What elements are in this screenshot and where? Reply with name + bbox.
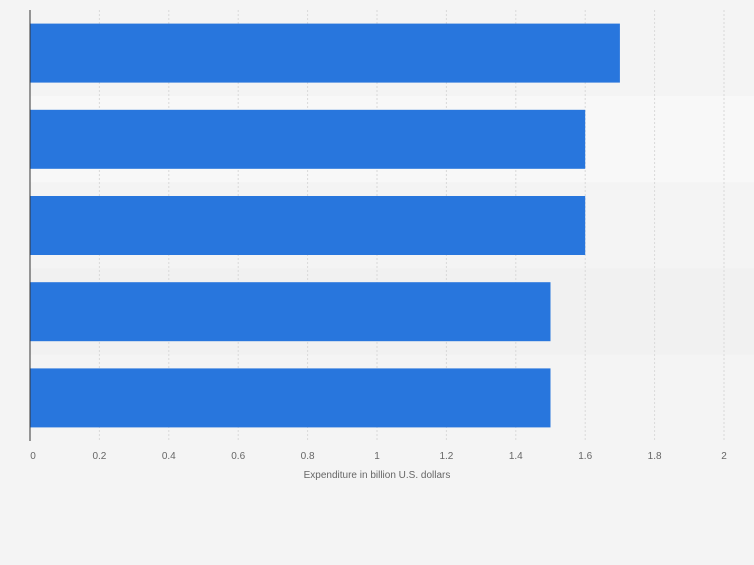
bar[interactable] xyxy=(30,23,620,83)
x-tick-label: 1 xyxy=(374,451,380,462)
x-tick-label: 0.2 xyxy=(92,451,106,462)
x-tick-label: 1.2 xyxy=(439,451,453,462)
x-tick-label: 2 xyxy=(721,451,727,462)
bar[interactable] xyxy=(30,109,586,169)
x-tick-label: 0.8 xyxy=(301,451,315,462)
x-tick-label: 1.6 xyxy=(578,451,592,462)
x-axis-label: Expenditure in billion U.S. dollars xyxy=(304,470,451,481)
bar[interactable] xyxy=(30,196,586,255)
x-tick-label: 0.4 xyxy=(162,451,176,462)
bar[interactable] xyxy=(30,282,551,342)
bar[interactable] xyxy=(30,368,551,428)
x-tick-label: 0 xyxy=(30,451,36,462)
x-tick-labels: 0 0.2 0.4 0.6 0.8 1 1.2 1.4 1.6 1.8 2 xyxy=(30,451,727,462)
bars xyxy=(30,23,620,428)
x-tick-label: 0.6 xyxy=(231,451,245,462)
x-tick-label: 1.8 xyxy=(648,451,662,462)
x-tick-label: 1.4 xyxy=(509,451,523,462)
